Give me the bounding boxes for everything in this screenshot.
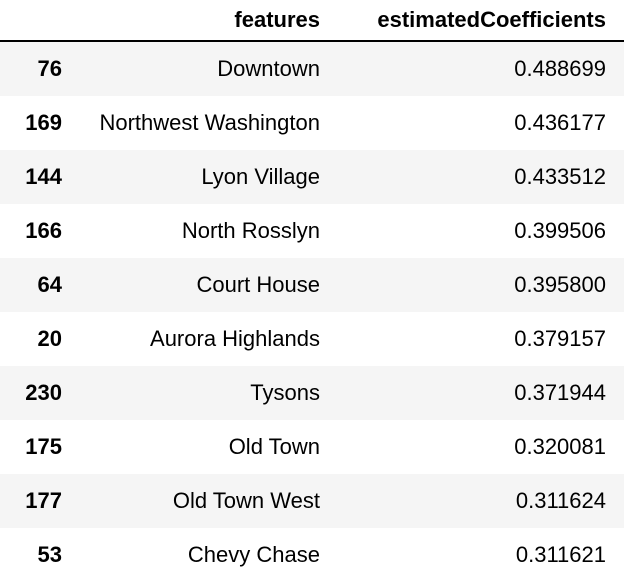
header-features: features — [76, 0, 338, 42]
row-index: 175 — [25, 434, 62, 459]
table-body: 76 Downtown 0.488699 169 Northwest Washi… — [0, 41, 624, 582]
header-index — [0, 0, 76, 42]
row-feature: Court House — [196, 272, 320, 297]
row-feature: Chevy Chase — [187, 542, 320, 567]
row-coefficient: 0.436177 — [514, 110, 606, 135]
table-row: 175 Old Town 0.320081 — [0, 420, 624, 474]
row-feature: Northwest Washington — [99, 110, 320, 135]
row-index: 53 — [37, 542, 62, 567]
row-coefficient: 0.488699 — [514, 56, 606, 81]
table-row: 64 Court House 0.395800 — [0, 258, 624, 312]
row-coefficient: 0.395800 — [514, 272, 606, 297]
row-feature: Downtown — [217, 56, 320, 81]
row-feature: North Rosslyn — [181, 218, 320, 243]
table-row: 76 Downtown 0.488699 — [0, 41, 624, 96]
table-row: 177 Old Town West 0.311624 — [0, 474, 624, 528]
row-coefficient: 0.311624 — [515, 488, 606, 513]
row-feature: Old Town West — [172, 488, 320, 513]
row-coefficient: 0.311621 — [515, 542, 606, 567]
header-row: features estimatedCoefficients — [0, 0, 624, 42]
table-row: 144 Lyon Village 0.433512 — [0, 150, 624, 204]
table-row: 20 Aurora Highlands 0.379157 — [0, 312, 624, 366]
row-index: 169 — [25, 110, 62, 135]
row-feature: Aurora Highlands — [150, 326, 320, 351]
table-row: 53 Chevy Chase 0.311621 — [0, 528, 624, 582]
row-index: 76 — [37, 56, 62, 81]
row-index: 230 — [25, 380, 62, 405]
table-header: features estimatedCoefficients — [0, 0, 624, 42]
row-feature: Tysons — [250, 380, 320, 405]
table-row: 230 Tysons 0.371944 — [0, 366, 624, 420]
row-feature: Old Town — [228, 434, 320, 459]
row-index: 177 — [25, 488, 62, 513]
header-estimated-coefficients: estimatedCoefficients — [338, 0, 624, 42]
table-row: 169 Northwest Washington 0.436177 — [0, 96, 624, 150]
row-coefficient: 0.433512 — [514, 164, 606, 189]
row-feature: Lyon Village — [201, 164, 320, 189]
row-index: 20 — [37, 326, 62, 351]
row-index: 166 — [25, 218, 62, 243]
row-coefficient: 0.371944 — [514, 380, 606, 405]
row-coefficient: 0.320081 — [514, 434, 606, 459]
row-coefficient: 0.399506 — [514, 218, 606, 243]
row-index: 144 — [25, 164, 62, 189]
row-coefficient: 0.379157 — [514, 326, 606, 351]
table-row: 166 North Rosslyn 0.399506 — [0, 204, 624, 258]
row-index: 64 — [37, 272, 62, 297]
